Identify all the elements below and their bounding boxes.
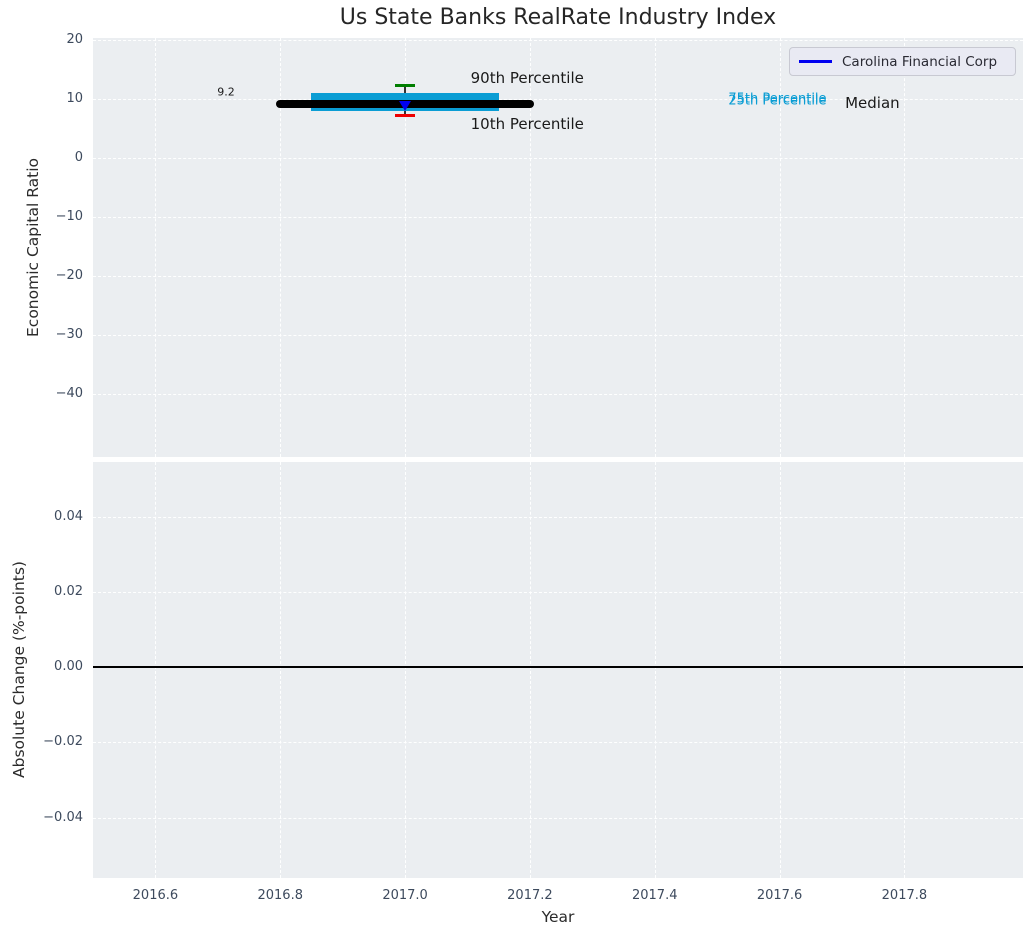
annotation-75th-percentile: 75th Percentile	[728, 91, 827, 107]
y-gridline	[93, 158, 1023, 160]
x-tick-label: 2017.4	[631, 888, 678, 903]
top-plot-area: 90th Percentile 10th Percentile 75th Perce…	[93, 38, 1023, 457]
legend-line-swatch	[799, 60, 832, 63]
y-gridline	[93, 817, 1023, 819]
y-gridline	[93, 99, 1023, 101]
x-tick-label: 2017.2	[507, 888, 553, 903]
zero-line	[93, 666, 1023, 669]
x-gridline	[155, 38, 157, 457]
x-tick-label: 2016.6	[132, 888, 179, 903]
y-tick-label: 0.00	[54, 659, 83, 675]
x-gridline	[779, 38, 781, 457]
annotation-25th-percentile: 25th Percentile	[728, 93, 827, 109]
y-gridline	[93, 394, 1023, 396]
y-gridline	[93, 591, 1023, 593]
annotation-90th-percentile: 90th Percentile	[470, 68, 584, 87]
y-gridline	[93, 742, 1023, 744]
x-gridline	[155, 462, 157, 878]
company-value-label: 9.2	[217, 85, 235, 99]
y-gridline	[93, 217, 1023, 219]
legend-label: Carolina Financial Corp	[842, 53, 998, 70]
y-gridline	[93, 516, 1023, 518]
x-axis-label: Year	[541, 908, 575, 926]
x-gridline	[405, 462, 407, 878]
x-gridline	[654, 38, 656, 457]
chart-title: Us State Banks RealRate Industry Index	[339, 5, 777, 30]
x-gridline	[405, 38, 407, 457]
y-tick-label: −20	[55, 268, 83, 284]
y-gridline	[93, 335, 1023, 337]
y-gridline	[93, 276, 1023, 278]
x-tick-label: 2017.0	[382, 888, 428, 903]
y-tick-label: 0.04	[54, 508, 83, 524]
x-gridline	[779, 462, 781, 878]
y-tick-label: −0.02	[43, 734, 83, 750]
annotation-median: Median	[845, 93, 900, 112]
y-tick-label: 0	[74, 150, 83, 166]
y-tick-label: −40	[55, 386, 83, 402]
y-tick-label: 20	[66, 32, 83, 48]
y-tick-label: −10	[55, 209, 83, 225]
x-gridline	[529, 462, 531, 878]
x-gridline	[904, 38, 906, 457]
y-tick-label: −30	[55, 327, 83, 343]
x-gridline	[529, 38, 531, 457]
x-tick-label: 2017.8	[881, 888, 928, 903]
y-tick-label: −0.04	[43, 809, 83, 825]
x-gridline	[654, 462, 656, 878]
y-tick-label: 10	[66, 91, 83, 107]
legend: Carolina Financial Corp	[789, 47, 1016, 76]
p10-cap	[395, 114, 416, 118]
company-marker-triangle-down	[399, 101, 412, 112]
y-tick-label: 0.02	[54, 583, 83, 599]
y-gridline	[93, 40, 1023, 42]
x-tick-label: 2016.8	[257, 888, 303, 903]
x-tick-label: 2017.6	[756, 888, 803, 903]
x-gridline	[280, 38, 282, 457]
bottom-plot-area	[93, 462, 1023, 878]
p90-cap	[395, 84, 416, 88]
x-gridline	[280, 462, 282, 878]
annotation-10th-percentile: 10th Percentile	[470, 115, 584, 134]
x-gridline	[904, 462, 906, 878]
